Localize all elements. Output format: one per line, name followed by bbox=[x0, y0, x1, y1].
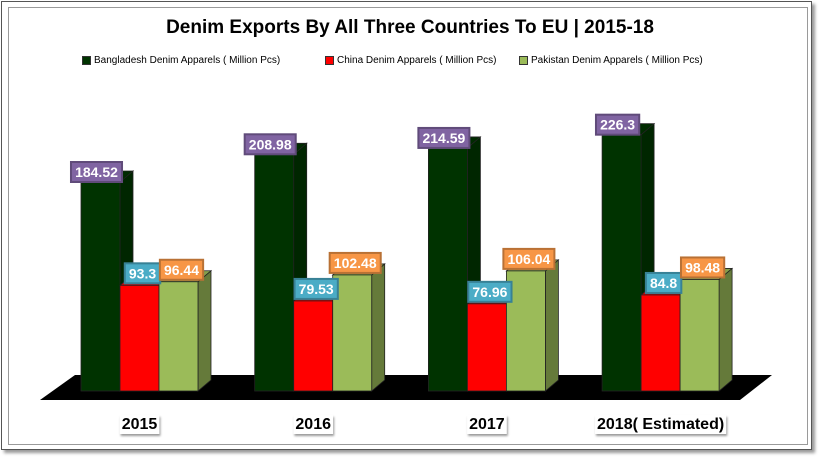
bar-china-2015 bbox=[119, 284, 160, 392]
bar-pakistan-2016 bbox=[332, 274, 373, 392]
data-label: 208.98 bbox=[249, 136, 292, 152]
category-label: 2018( Estimated) bbox=[597, 416, 724, 433]
data-label: 226.3 bbox=[600, 117, 635, 133]
bar-bangladesh-2016 bbox=[254, 153, 295, 392]
data-label-box bbox=[467, 280, 513, 303]
data-label-box bbox=[502, 247, 556, 270]
data-label: 98.48 bbox=[685, 259, 720, 275]
bar-side bbox=[197, 269, 212, 392]
bar-bangladesh-2018 bbox=[601, 134, 642, 392]
legend-swatch bbox=[82, 56, 91, 65]
category-label: 2017 bbox=[469, 416, 505, 433]
legend-item-bangladesh: Bangladesh Denim Apparels ( Million Pcs) bbox=[82, 55, 280, 66]
data-label-box bbox=[328, 251, 382, 274]
legend-item-china: China Denim Apparels ( Million Pcs) bbox=[325, 55, 497, 66]
legend-label: Pakistan Denim Apparels ( Million Pcs) bbox=[531, 55, 703, 66]
category-label-box bbox=[293, 415, 334, 434]
data-label: 84.8 bbox=[650, 275, 677, 291]
data-label-box bbox=[69, 161, 124, 183]
chart-title: Denim Exports By All Three Countries To … bbox=[166, 17, 654, 38]
bar-china-2017 bbox=[466, 303, 507, 392]
category-label: 2015 bbox=[122, 416, 158, 433]
data-label-box bbox=[243, 133, 297, 156]
category-label-box bbox=[119, 415, 160, 434]
bar-pakistan-2015 bbox=[158, 281, 199, 392]
legend-label: Bangladesh Denim Apparels ( Million Pcs) bbox=[94, 55, 281, 66]
data-label: 184.52 bbox=[75, 164, 118, 180]
bar-pakistan-2017 bbox=[505, 270, 546, 392]
category-label-box bbox=[467, 415, 507, 434]
data-label-box bbox=[158, 258, 205, 281]
legend-label: China Denim Apparels ( Million Pcs) bbox=[337, 55, 497, 66]
bar-china-2018 bbox=[640, 294, 681, 392]
bar-pakistan-2018 bbox=[679, 279, 720, 392]
bar-bangladesh-2017 bbox=[427, 147, 468, 392]
bar-china-2016 bbox=[293, 300, 334, 392]
data-label: 106.04 bbox=[507, 251, 550, 267]
data-label: 76.96 bbox=[472, 284, 507, 300]
data-label: 96.44 bbox=[164, 262, 199, 278]
bar-side bbox=[718, 267, 733, 392]
data-label-box bbox=[417, 126, 471, 149]
legend-item-pakistan: Pakistan Denim Apparels ( Million Pcs) bbox=[519, 55, 703, 66]
data-label-box bbox=[679, 256, 726, 279]
data-label: 214.59 bbox=[422, 130, 465, 146]
data-label: 93.3 bbox=[129, 265, 156, 281]
floor bbox=[40, 375, 772, 400]
legend-swatch bbox=[519, 56, 528, 65]
bar-side bbox=[545, 259, 559, 392]
category-label: 2016 bbox=[295, 416, 331, 433]
data-label-box bbox=[594, 113, 641, 136]
data-label: 79.53 bbox=[299, 281, 334, 297]
chart-area bbox=[8, 7, 808, 445]
legend-swatch bbox=[325, 56, 334, 65]
bar-side bbox=[371, 263, 386, 392]
data-label: 102.48 bbox=[334, 255, 377, 271]
bar-bangladesh-2015 bbox=[80, 181, 121, 392]
data-label-box bbox=[293, 277, 339, 300]
data-label-box bbox=[644, 271, 683, 294]
category-label-box bbox=[595, 415, 727, 434]
